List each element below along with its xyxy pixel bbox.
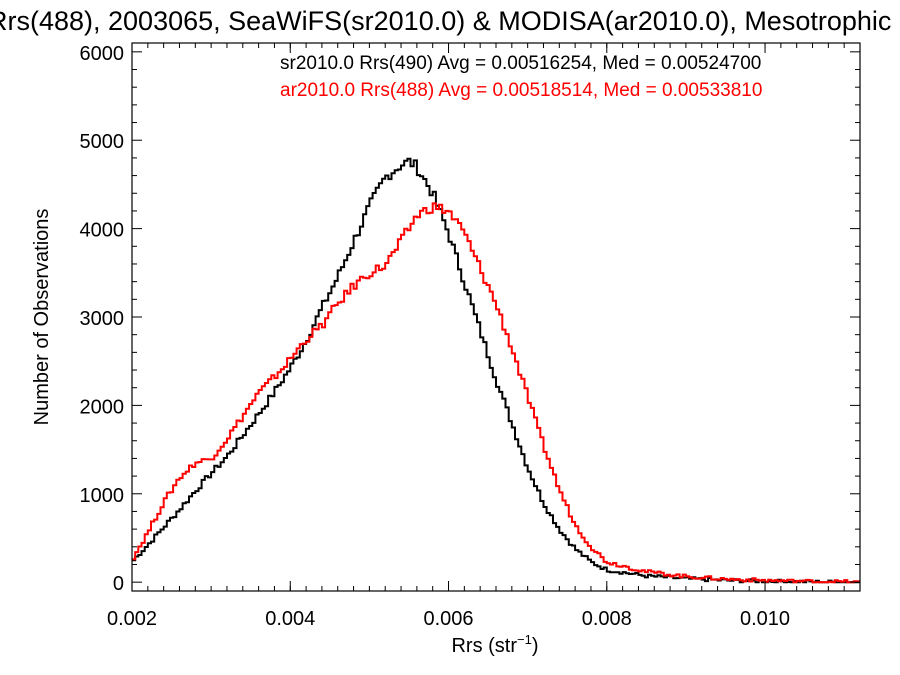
- y-axis-label: Number of Observations: [31, 209, 53, 426]
- y-tick-label: 1000: [80, 485, 125, 507]
- x-tick-label: 0.008: [582, 608, 632, 630]
- y-tick-label: 5000: [80, 131, 125, 153]
- x-axis-label-text: Rrs (str: [451, 635, 517, 657]
- series-layer: [132, 157, 860, 584]
- y-tick-label: 4000: [80, 220, 125, 242]
- series-line-sr2010: [132, 157, 860, 584]
- x-axis-label-end: ): [532, 635, 539, 657]
- plot-frame: [131, 42, 861, 592]
- y-tick-label: 0: [113, 573, 124, 595]
- legend: sr2010.0 Rrs(490) Avg = 0.00516254, Med …: [280, 53, 762, 101]
- y-tick-label: 2000: [80, 396, 125, 418]
- x-tick-label: 0.002: [107, 608, 157, 630]
- x-axis-label: Rrs (str−1): [451, 632, 538, 657]
- legend-entry-sr2010: sr2010.0 Rrs(490) Avg = 0.00516254, Med …: [280, 53, 761, 74]
- y-tick-label: 6000: [80, 43, 125, 65]
- chart-title: Rrs(488), 2003065, SeaWiFS(sr2010.0) & M…: [0, 6, 891, 36]
- x-axis-label-superscript: −1: [517, 632, 532, 647]
- series-line-ar2010: [132, 202, 860, 584]
- x-tick-label: 0.004: [265, 608, 315, 630]
- y-tick-label: 3000: [80, 308, 125, 330]
- legend-entry-ar2010: ar2010.0 Rrs(488) Avg = 0.00518514, Med …: [280, 80, 762, 101]
- x-tick-label: 0.010: [740, 608, 790, 630]
- x-tick-label: 0.006: [423, 608, 473, 630]
- tick-layer: 0.002 0.004 0.006 0.008 0.010 0 1000 2000 3000 40…: [80, 43, 860, 630]
